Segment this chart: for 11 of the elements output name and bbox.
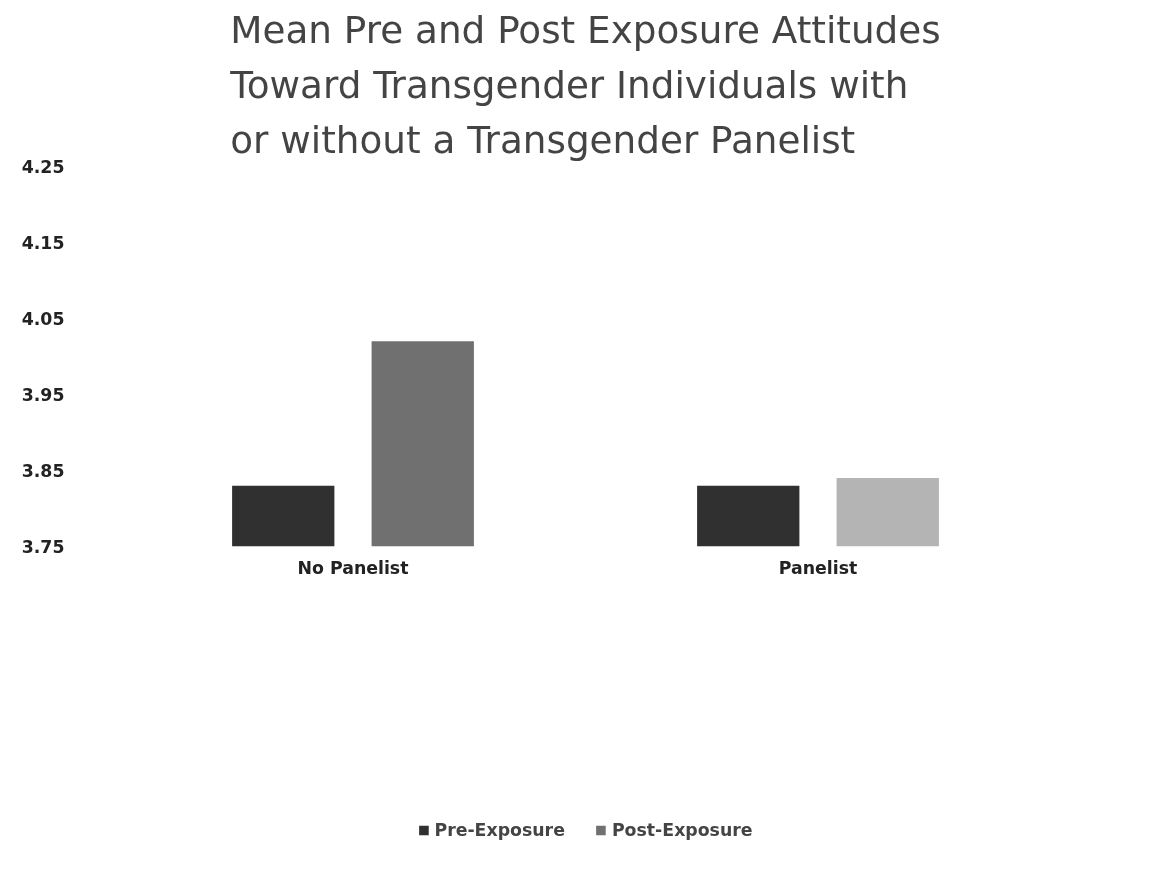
y-tick-label: 3.75 — [21, 537, 65, 557]
y-tick-label: 4.05 — [21, 309, 65, 329]
chart-title: Mean Pre and Post Exposure Attitudes Toward Transgender Individuals with or without a Transgender Panelist — [229, 7, 941, 162]
y-tick-label: 3.85 — [21, 461, 65, 481]
legend-label: Pre-Exposure — [434, 820, 565, 840]
y-tick-label: 4.25 — [21, 157, 65, 177]
x-tick-label: Panelist — [778, 557, 858, 578]
x-tick-label: No Panelist — [297, 557, 409, 578]
legend-label: Post-Exposure — [611, 820, 753, 840]
y-tick-label: 3.95 — [21, 385, 65, 405]
y-tick-label: 4.15 — [21, 233, 65, 253]
